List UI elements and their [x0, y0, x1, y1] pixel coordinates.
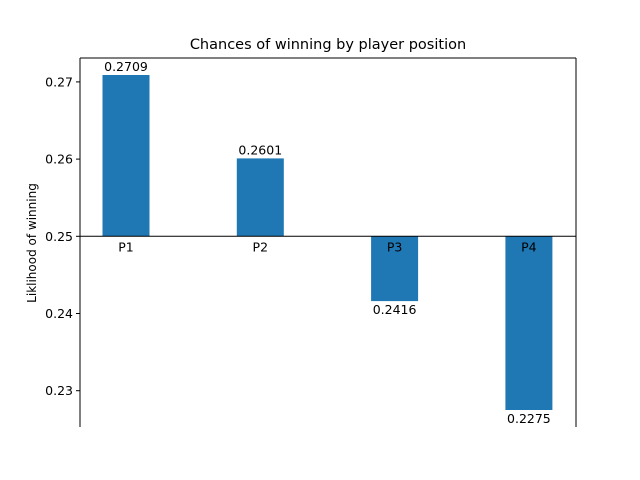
value-labels-group: 0.2709 0.2601 0.2416 0.2275	[104, 59, 551, 426]
y-tick-label: 0.27	[45, 74, 73, 89]
y-tick-label: 0.25	[45, 229, 73, 244]
value-label-p4: 0.2275	[507, 411, 551, 426]
y-tick-label: 0.26	[45, 152, 73, 167]
y-axis-ticks-group: 0.23 0.24 0.25 0.26 0.27	[45, 74, 80, 398]
bar-p4	[505, 236, 553, 410]
bar-p1	[102, 75, 150, 237]
category-label-p2: P2	[253, 239, 269, 254]
category-labels-group: P1 P2 P3 P4	[118, 239, 536, 254]
y-tick-label: 0.23	[45, 383, 73, 398]
bars-group	[102, 75, 553, 410]
value-label-p2: 0.2601	[238, 142, 282, 157]
value-label-p1: 0.2709	[104, 59, 148, 74]
value-label-p3: 0.2416	[373, 302, 417, 317]
bar-p2	[236, 158, 284, 237]
bar-p3	[371, 236, 419, 302]
y-axis-label: Liklihood of winning	[25, 183, 39, 303]
category-label-p3: P3	[387, 239, 403, 254]
category-label-p1: P1	[118, 239, 134, 254]
y-tick-label: 0.24	[45, 306, 73, 321]
chart-title: Chances of winning by player position	[190, 37, 466, 53]
category-label-p4: P4	[521, 239, 537, 254]
